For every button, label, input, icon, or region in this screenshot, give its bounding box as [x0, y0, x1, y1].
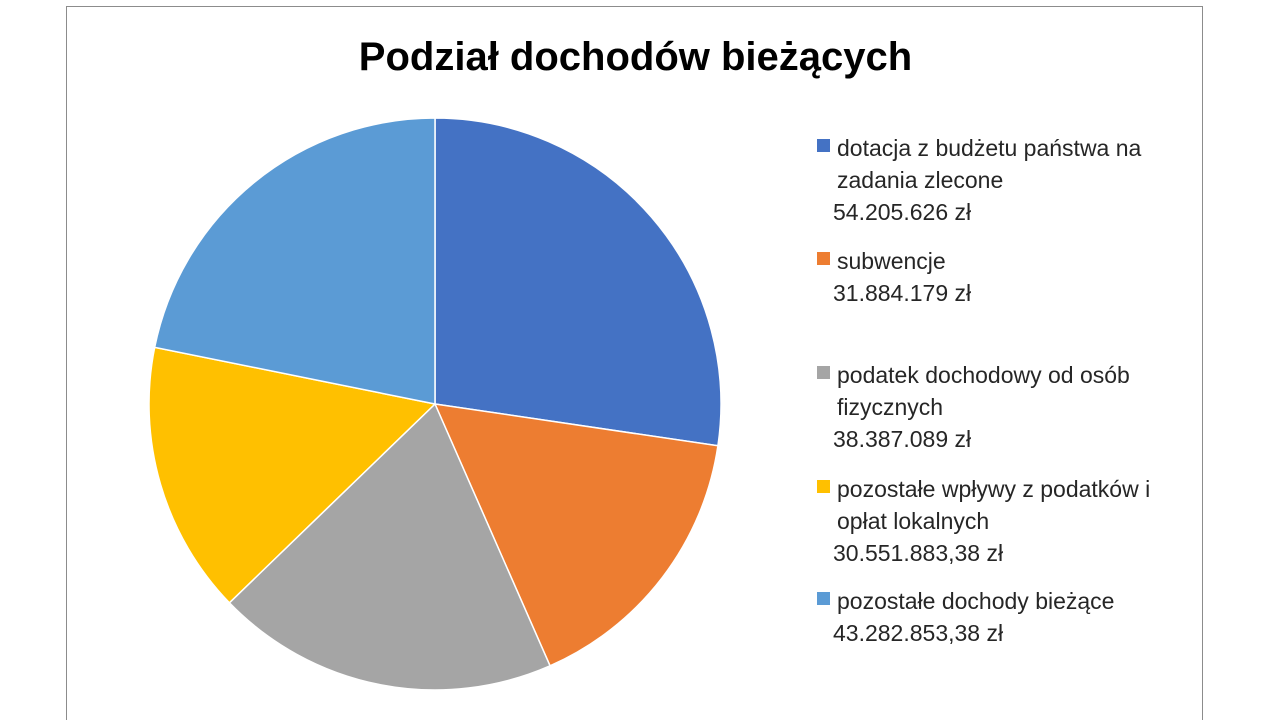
legend-swatch — [817, 366, 830, 379]
legend-value: 30.551.883,38 zł — [833, 540, 1004, 566]
legend-value: 38.387.089 zł — [833, 426, 972, 452]
chart-area: Podział dochodów bieżących dotacja z bud… — [66, 6, 1203, 720]
legend-swatch — [817, 480, 830, 493]
legend-swatch — [817, 252, 830, 265]
chart-title: Podział dochodów bieżących — [358, 35, 913, 79]
legend-label: pozostałe wpływy z podatków i opłat loka… — [837, 476, 1151, 534]
legend-label: podatek dochodowy od osób fizycznych — [837, 362, 1130, 420]
legend-swatch — [817, 139, 830, 152]
pie-chart — [148, 117, 722, 691]
legend-value: 43.282.853,38 zł — [833, 620, 1004, 646]
legend-label: subwencje — [837, 248, 946, 274]
legend-value: 54.205.626 zł — [833, 199, 972, 225]
legend-swatch — [817, 592, 830, 605]
pie-slice-2 — [433, 403, 719, 667]
legend-label: pozostałe dochody bieżące — [837, 588, 1115, 614]
pie-slice-3 — [228, 402, 552, 691]
pie-slice-5 — [153, 117, 436, 405]
pie-slice-1 — [434, 117, 722, 447]
legend-label: dotacja z budżetu państwa na zadania zle… — [837, 135, 1142, 193]
pie-slice-4 — [148, 346, 437, 604]
legend-value: 31.884.179 zł — [833, 280, 972, 306]
